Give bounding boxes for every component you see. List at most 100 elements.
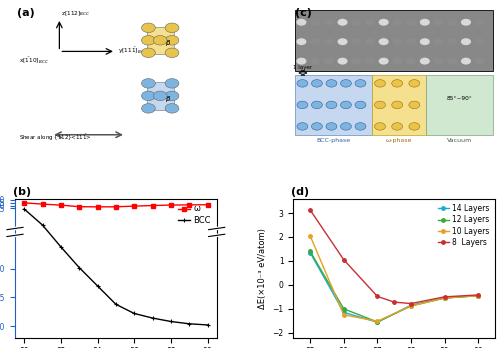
12 Layers — [340, 307, 346, 311]
12 Layers — [442, 296, 448, 300]
ω — [40, 202, 46, 206]
Circle shape — [312, 122, 322, 130]
ω — [21, 201, 27, 205]
Circle shape — [326, 101, 337, 109]
Circle shape — [406, 38, 416, 45]
Circle shape — [434, 19, 444, 26]
12 Layers — [307, 249, 313, 253]
Text: ω-phase: ω-phase — [386, 138, 412, 143]
Circle shape — [392, 101, 402, 109]
ω — [186, 203, 192, 207]
Text: $\beta$: $\beta$ — [165, 38, 172, 48]
Bar — [146, 82, 174, 110]
BCC — [94, 284, 100, 288]
Circle shape — [351, 58, 362, 65]
14 Layers — [374, 320, 380, 324]
10 Layers — [408, 304, 414, 308]
Circle shape — [392, 19, 402, 26]
ω — [113, 205, 119, 209]
Circle shape — [340, 101, 351, 109]
10 Layers — [475, 294, 481, 298]
Line: 10 Layers: 10 Layers — [308, 234, 480, 323]
Bar — [372, 75, 426, 135]
Bar — [296, 75, 372, 135]
BCC — [40, 223, 46, 227]
Circle shape — [409, 122, 420, 130]
Circle shape — [461, 19, 471, 26]
10 Layers — [307, 234, 313, 238]
BCC — [58, 245, 64, 249]
Circle shape — [142, 91, 156, 101]
Circle shape — [310, 58, 320, 65]
Circle shape — [142, 104, 156, 113]
Circle shape — [165, 79, 179, 88]
Legend: ω, BCC: ω, BCC — [176, 203, 212, 227]
ω — [168, 203, 174, 207]
Circle shape — [154, 91, 167, 101]
Circle shape — [374, 101, 386, 109]
BCC — [150, 316, 156, 320]
Text: Vacuum: Vacuum — [447, 138, 472, 143]
Circle shape — [324, 19, 334, 26]
Bar — [426, 75, 493, 135]
Circle shape — [355, 122, 366, 130]
Circle shape — [392, 80, 402, 87]
Circle shape — [365, 58, 375, 65]
Bar — [146, 26, 174, 54]
Circle shape — [365, 19, 375, 26]
14 Layers — [442, 296, 448, 300]
Circle shape — [312, 80, 322, 87]
Circle shape — [165, 23, 179, 33]
Circle shape — [324, 58, 334, 65]
ω — [94, 205, 100, 209]
ω — [150, 204, 156, 208]
14 Layers — [340, 310, 346, 315]
BCC — [168, 319, 174, 324]
Circle shape — [351, 19, 362, 26]
14 Layers — [307, 251, 313, 255]
Circle shape — [324, 38, 334, 45]
Text: BCC-phase: BCC-phase — [316, 138, 350, 143]
Circle shape — [474, 38, 484, 45]
Text: z[112]$_{BCC}$: z[112]$_{BCC}$ — [62, 9, 91, 18]
10 Layers — [340, 313, 346, 317]
Circle shape — [338, 38, 347, 45]
Text: (a): (a) — [17, 8, 35, 18]
Circle shape — [338, 58, 347, 65]
Line: 14 Layers: 14 Layers — [308, 251, 480, 324]
Circle shape — [154, 35, 167, 45]
8  Layers — [307, 208, 313, 212]
10 Layers — [442, 296, 448, 300]
Text: Shear along {112}<11$\bar{1}$>: Shear along {112}<11$\bar{1}$> — [19, 133, 92, 143]
Circle shape — [365, 38, 375, 45]
Circle shape — [351, 38, 362, 45]
Circle shape — [340, 122, 351, 130]
Circle shape — [392, 58, 402, 65]
Circle shape — [312, 101, 322, 109]
ω — [58, 203, 64, 207]
Circle shape — [165, 91, 179, 101]
12 Layers — [408, 304, 414, 308]
Circle shape — [474, 58, 484, 65]
ω — [76, 205, 82, 209]
Circle shape — [392, 122, 402, 130]
Circle shape — [142, 35, 156, 45]
Circle shape — [420, 58, 430, 65]
10 Layers — [374, 319, 380, 323]
Circle shape — [434, 38, 444, 45]
Circle shape — [165, 104, 179, 113]
Circle shape — [378, 38, 388, 45]
Text: $\beta$: $\beta$ — [165, 94, 172, 104]
BCC — [186, 322, 192, 326]
Bar — [296, 10, 493, 71]
Circle shape — [420, 38, 430, 45]
Line: 12 Layers: 12 Layers — [308, 250, 480, 324]
Circle shape — [142, 23, 156, 33]
Circle shape — [447, 38, 458, 45]
Circle shape — [374, 122, 386, 130]
Circle shape — [296, 58, 306, 65]
12 Layers — [374, 320, 380, 324]
Circle shape — [297, 80, 308, 87]
Circle shape — [340, 80, 351, 87]
BCC — [113, 302, 119, 306]
